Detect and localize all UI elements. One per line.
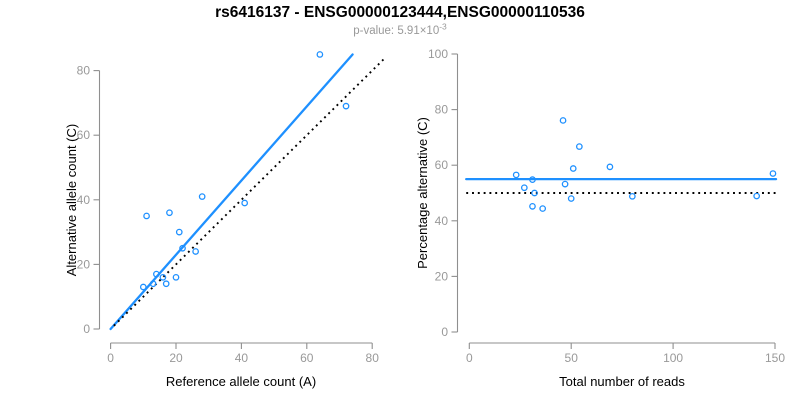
x-axis-tick-label: 100 bbox=[663, 351, 683, 365]
data-point bbox=[159, 273, 167, 281]
y-axis-tick-label: 60 bbox=[77, 128, 91, 142]
x-axis-tick-label: 0 bbox=[466, 351, 473, 365]
x-axis-tick-label: 20 bbox=[169, 351, 183, 365]
left-plot-y-axis-title: Alternative allele count (C) bbox=[64, 124, 79, 276]
left-plot-axes: 0 20 40 60 80 0 20 40 60 80 bbox=[77, 64, 380, 365]
data-point bbox=[198, 193, 206, 200]
y-axis-tick-label: 40 bbox=[435, 214, 449, 228]
data-point bbox=[539, 205, 547, 212]
data-point bbox=[179, 244, 186, 252]
y-axis-tick-label: 60 bbox=[435, 158, 449, 172]
data-point bbox=[316, 51, 324, 58]
x-axis-tick-label: 0 bbox=[107, 351, 114, 365]
data-point bbox=[569, 165, 577, 172]
data-point bbox=[143, 212, 150, 220]
data-point bbox=[531, 189, 538, 197]
data-point bbox=[559, 117, 567, 124]
data-point bbox=[769, 170, 777, 177]
data-point bbox=[520, 184, 528, 192]
data-point bbox=[162, 280, 170, 288]
right-plot-x-axis-title: Total number of reads bbox=[559, 374, 685, 389]
data-point bbox=[529, 176, 536, 184]
x-axis-tick-label: 40 bbox=[235, 351, 249, 365]
right-plot-marks bbox=[465, 117, 778, 212]
y-axis-tick-label: 40 bbox=[77, 193, 91, 207]
data-point bbox=[529, 202, 536, 210]
data-point bbox=[606, 163, 614, 171]
left-scatter-plot: 0 20 40 60 80 0 20 40 60 80 Reference allele coun… bbox=[64, 51, 386, 389]
figure-title: rs6416137 - ENSG00000123444,ENSG00000110… bbox=[215, 4, 585, 21]
right-plot-y-axis-title: Percentage alternative (C) bbox=[415, 117, 430, 269]
data-point bbox=[628, 192, 636, 200]
y-axis-tick-label: 20 bbox=[435, 269, 449, 283]
right-scatter-plot: 0 50 100 150 0 20 40 60 80 100 Total number of re… bbox=[415, 47, 785, 389]
left-plot-marks bbox=[109, 51, 386, 331]
right-plot-axes: 0 50 100 150 0 20 40 60 80 100 bbox=[428, 47, 785, 365]
x-axis-tick-label: 50 bbox=[565, 351, 579, 365]
data-point bbox=[139, 283, 147, 291]
data-point bbox=[576, 143, 583, 150]
figure-subtitle: p-value: 5.91×10-3 bbox=[353, 22, 447, 38]
left-plot-x-axis-title: Reference allele count (A) bbox=[166, 374, 316, 389]
y-axis-tick-label: 20 bbox=[77, 257, 91, 271]
x-axis-tick-label: 60 bbox=[300, 351, 314, 365]
data-point bbox=[172, 273, 180, 281]
y-axis-tick-label: 0 bbox=[83, 322, 90, 336]
x-axis-tick-label: 150 bbox=[765, 351, 785, 365]
data-point bbox=[753, 192, 761, 200]
y-axis-tick-label: 80 bbox=[77, 64, 91, 78]
y-axis-tick-label: 80 bbox=[435, 103, 449, 117]
data-point bbox=[175, 228, 183, 236]
data-point bbox=[241, 199, 249, 207]
p-value-exponent: -3 bbox=[439, 22, 447, 32]
data-point bbox=[342, 102, 350, 110]
data-point bbox=[512, 171, 520, 179]
y-axis-tick-label: 100 bbox=[428, 47, 448, 61]
data-point bbox=[166, 209, 173, 217]
data-point bbox=[149, 280, 157, 288]
x-axis-tick-label: 80 bbox=[366, 351, 380, 365]
data-point bbox=[561, 180, 569, 188]
data-point bbox=[153, 270, 160, 278]
p-value-text: p-value: 5.91×10 bbox=[353, 25, 439, 37]
y-axis-tick-label: 0 bbox=[441, 325, 448, 339]
data-point bbox=[567, 195, 575, 202]
data-point bbox=[192, 248, 199, 255]
